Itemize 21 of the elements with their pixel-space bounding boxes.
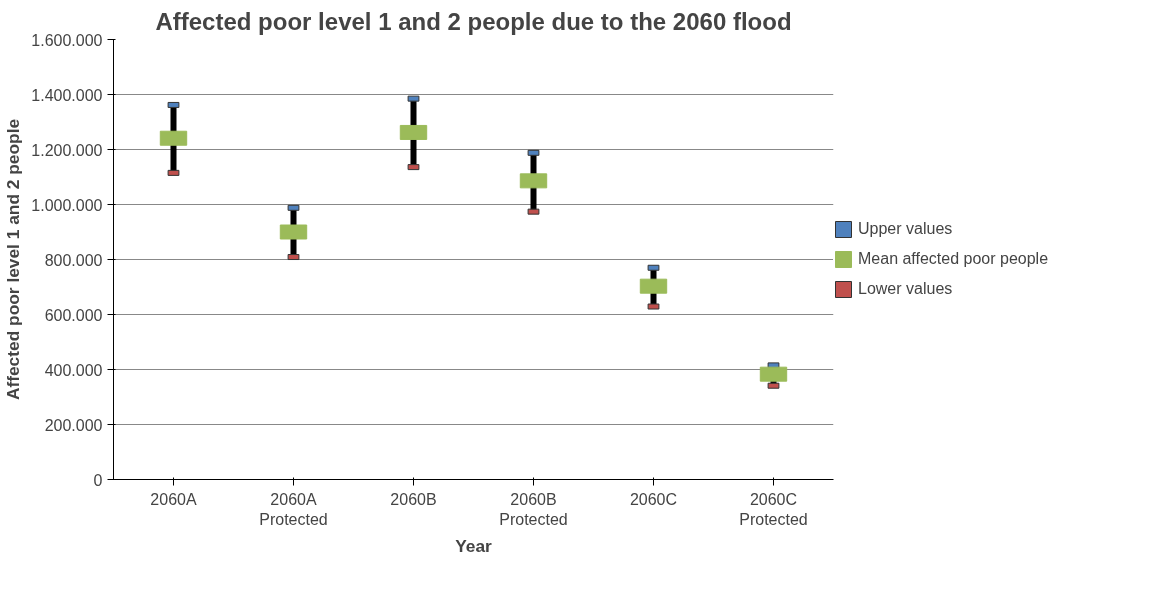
y-tick-label: 400.000 xyxy=(44,361,103,379)
x-tick-label: 2060B xyxy=(390,490,437,508)
x-tick-label: 2060A Protected xyxy=(259,490,328,528)
legend-label: Lower values xyxy=(858,280,953,298)
y-tick-label: 600.000 xyxy=(44,306,103,324)
y-axis-title: Affected poor level 1 and 2 people xyxy=(3,118,24,401)
y-tick-label: 200.000 xyxy=(44,416,103,434)
x-tick-label: 2060C xyxy=(629,490,678,508)
y-tick-label: 800.000 xyxy=(44,251,103,269)
legend-label: Mean affected poor people xyxy=(858,250,1049,268)
y-tick-label: 1.000.000 xyxy=(31,196,103,214)
x-tick-label: 2060B Protected xyxy=(499,490,568,528)
y-tick-label: 1.600.000 xyxy=(31,31,103,49)
y-tick-label: 0 xyxy=(93,471,103,489)
legend-label: Upper values xyxy=(858,220,953,238)
x-tick-label: 2060A xyxy=(150,490,197,508)
x-tick-label: 2060C Protected xyxy=(739,490,808,528)
y-tick-label: 1.200.000 xyxy=(31,141,103,159)
chart-title: Affected poor level 1 and 2 people due to the 2060 flood xyxy=(155,7,792,35)
x-axis-title: Year xyxy=(455,535,493,556)
y-tick-label: 1.400.000 xyxy=(31,86,103,104)
